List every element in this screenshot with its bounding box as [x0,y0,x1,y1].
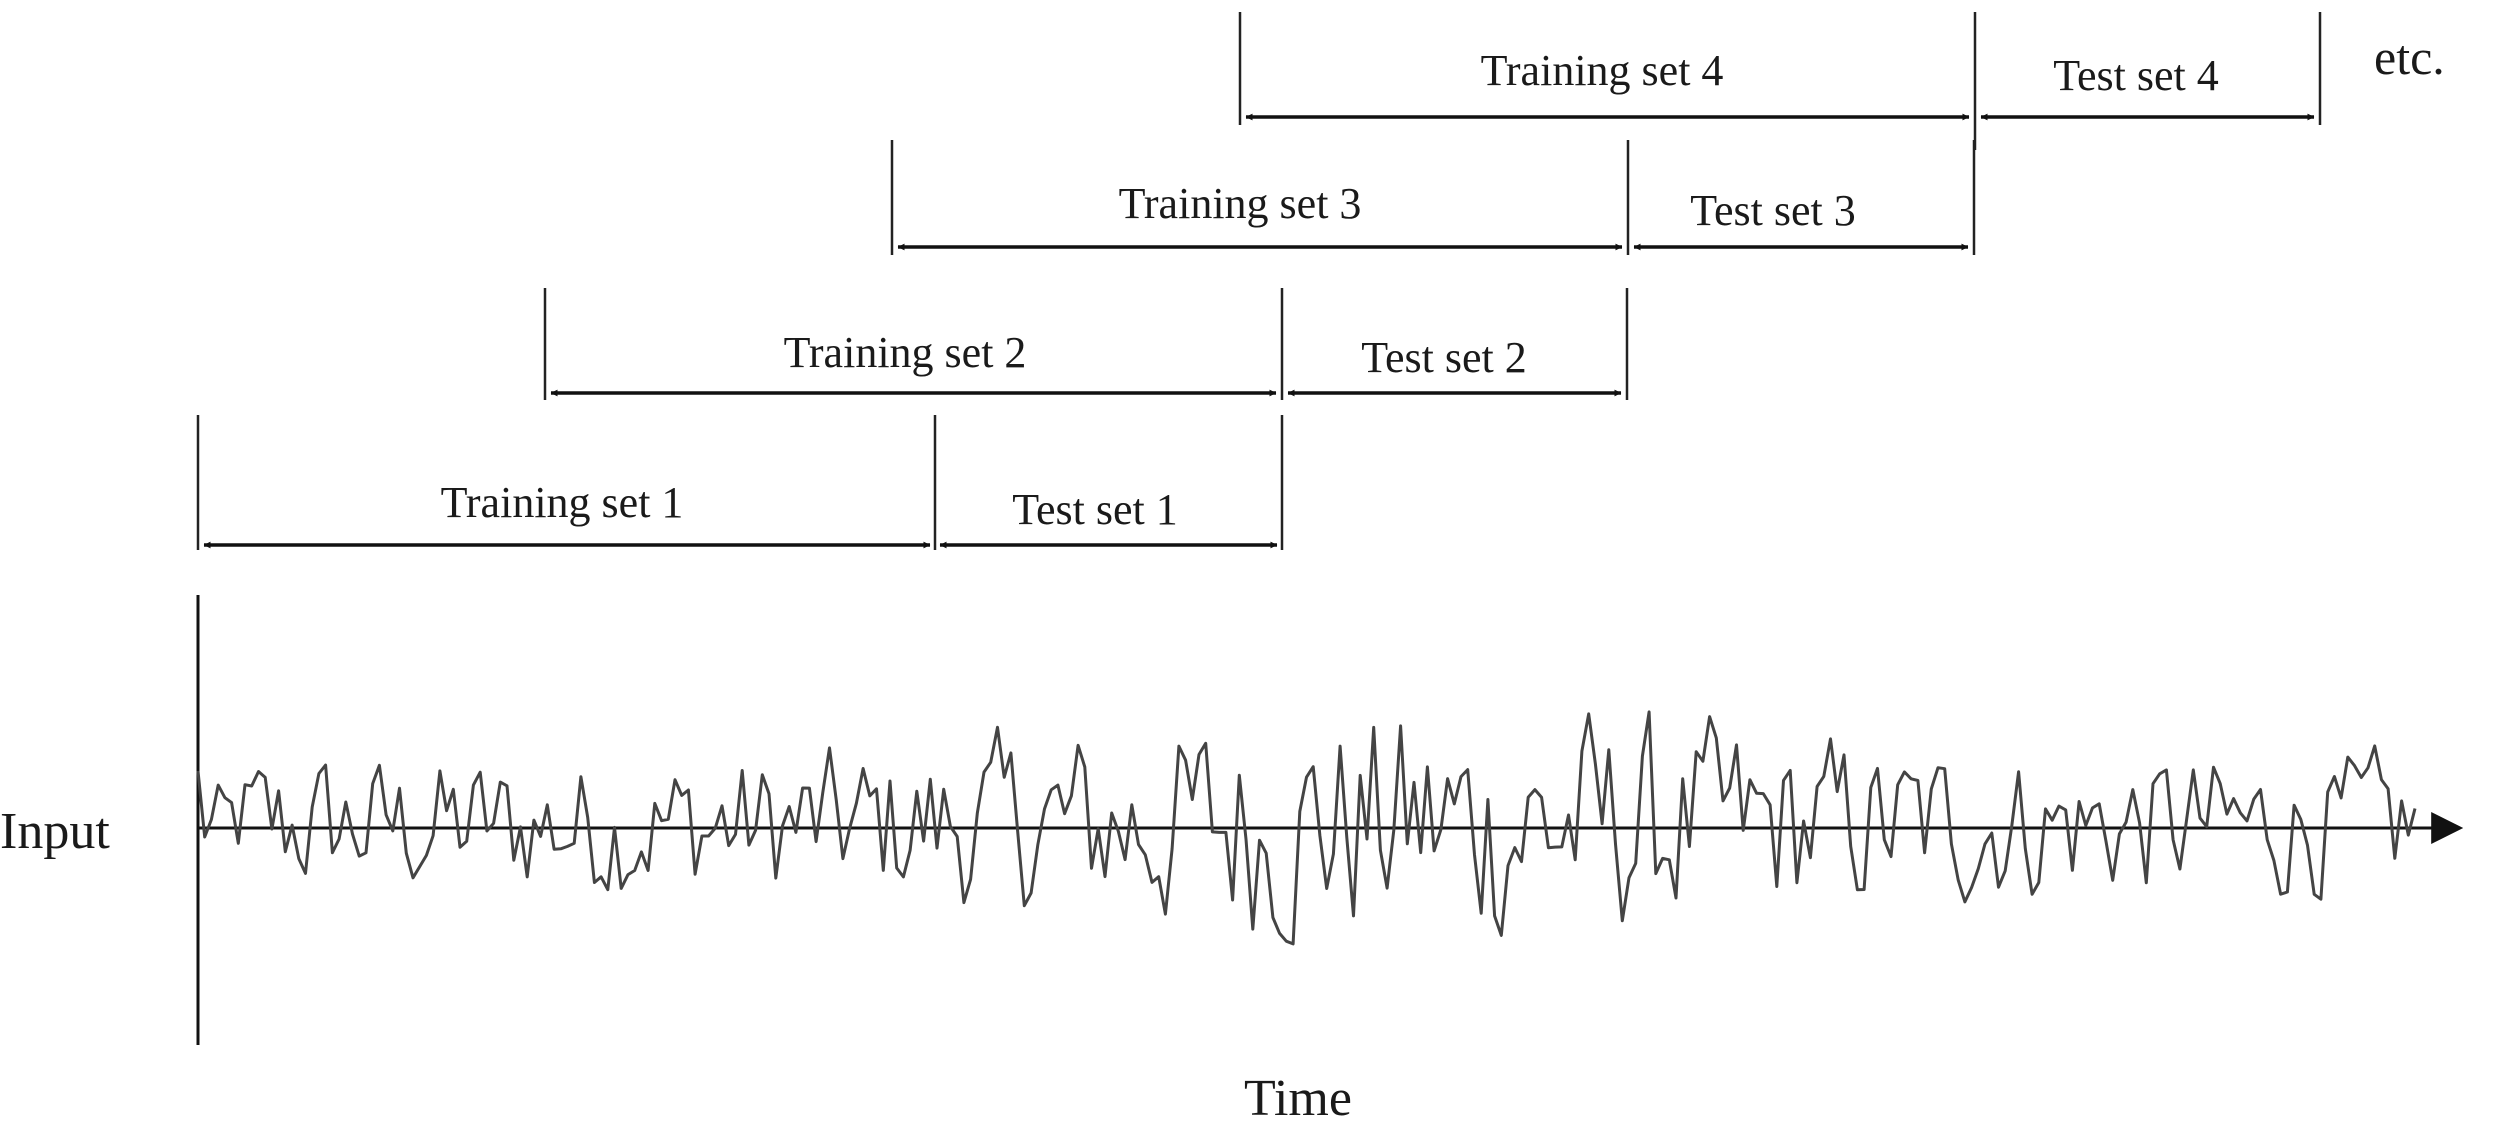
row-3: Training set 3 Test set 3 [890,140,1976,255]
test-set-4-label: Test set 4 [2053,51,2219,100]
test-set-3-label: Test set 3 [1690,186,1856,235]
training-set-3-label: Training set 3 [1119,179,1362,228]
training-set-4-label: Training set 4 [1481,46,1724,95]
input-axis-label: Input [0,803,110,860]
input-signal-waveform [196,710,2417,946]
etc-label: etc. [2374,29,2445,85]
time-axis-label: Time [1244,1070,1352,1127]
row-4: Training set 4 Test set 4 [1238,12,2322,150]
training-set-2-label: Training set 2 [784,328,1027,377]
row-1: Training set 1 Test set 1 [196,415,1284,550]
test-set-2-label: Test set 2 [1361,333,1527,382]
row-2: Training set 2 Test set 2 [543,288,1629,400]
test-set-1-label: Test set 1 [1012,485,1178,534]
training-set-1-label: Training set 1 [441,478,684,527]
